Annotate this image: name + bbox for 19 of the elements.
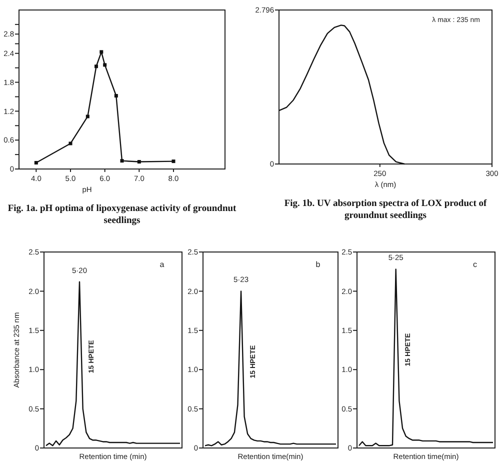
annotation: c (473, 260, 477, 269)
point (114, 94, 118, 98)
text: Fig. 1b. UV absorption spectra of LOX product of groundnut seedlings (284, 199, 488, 221)
point (94, 64, 98, 68)
point (120, 159, 124, 163)
point (68, 142, 72, 146)
point (103, 63, 107, 67)
line-series (358, 268, 494, 446)
line-series (45, 281, 181, 446)
line-series (204, 290, 337, 446)
point (34, 160, 38, 164)
line-series (278, 24, 406, 165)
annotation: a (160, 260, 165, 269)
annotation: b (316, 260, 321, 269)
point (86, 114, 90, 118)
point (137, 160, 141, 164)
text: Fig. 1a. pH optima of lipoxygenase activity of groundnut seedlings (8, 204, 238, 226)
point (100, 50, 104, 54)
point (172, 160, 176, 164)
